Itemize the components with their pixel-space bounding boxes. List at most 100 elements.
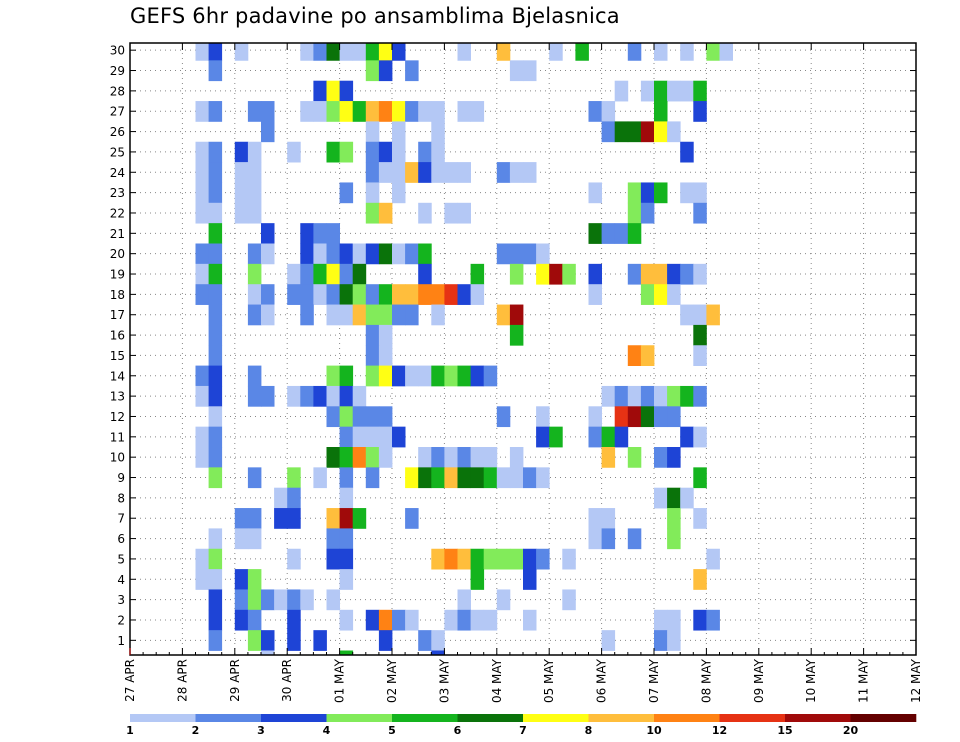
y-axis: 1234567891011121314151617181920212223242…	[110, 44, 916, 648]
heatmap-cell	[208, 60, 223, 82]
heatmap-cell	[313, 243, 327, 265]
colorbar-swatch	[392, 714, 458, 722]
heatmap-cell	[261, 101, 275, 122]
colorbar-swatch	[523, 714, 589, 722]
heatmap-cell	[208, 467, 223, 489]
heatmap-cell	[640, 182, 655, 204]
heatmap-cell	[680, 141, 694, 163]
heatmap-cell	[418, 141, 432, 163]
colorbar-label: 2	[192, 724, 200, 737]
heatmap-cell	[339, 284, 354, 305]
y-tick-label: 18	[110, 288, 125, 302]
x-tick-label: 09 MAY	[752, 658, 766, 703]
heatmap-cell	[667, 121, 681, 143]
heatmap-cell	[234, 202, 249, 224]
heatmap-cell	[287, 284, 301, 305]
heatmap-cell	[378, 304, 393, 326]
heatmap-cell	[418, 467, 432, 489]
x-tick-label: 12 MAY	[909, 658, 923, 703]
heatmap-cell	[313, 467, 327, 489]
heatmap-cell	[444, 447, 458, 468]
heatmap-cell	[365, 101, 380, 122]
heatmap-cell	[418, 284, 432, 305]
heatmap-cell	[274, 589, 288, 611]
heatmap-cell	[667, 447, 681, 468]
heatmap-cell	[693, 101, 707, 122]
heatmap-cell	[693, 569, 707, 590]
heatmap-cell	[536, 263, 550, 285]
heatmap-cell	[378, 162, 393, 183]
heatmap-cell	[261, 284, 275, 305]
heatmap-cell	[693, 609, 707, 631]
heatmap-cell	[195, 162, 209, 183]
y-tick-label: 27	[110, 105, 125, 119]
y-tick-label: 24	[110, 166, 125, 180]
heatmap-cell	[654, 263, 668, 285]
heatmap-cell	[588, 508, 602, 529]
heatmap-cell	[523, 467, 537, 489]
heatmap-cell	[365, 182, 380, 204]
heatmap-cell	[418, 101, 432, 122]
heatmap-cell	[549, 426, 563, 448]
heatmap-cell	[627, 202, 642, 224]
heatmap-cell	[640, 284, 655, 305]
heatmap-cell	[444, 284, 458, 305]
x-tick-label: 08 MAY	[699, 658, 713, 703]
heatmap-cell	[287, 589, 301, 611]
y-tick-label: 30	[110, 44, 125, 58]
colorbar-label: 8	[585, 724, 593, 737]
heatmap-cell	[208, 223, 223, 244]
heatmap-cell	[562, 589, 576, 611]
heatmap-cell	[667, 630, 681, 651]
heatmap-cell	[431, 162, 445, 183]
x-tick-label: 07 MAY	[647, 658, 661, 703]
heatmap-cell	[208, 263, 223, 285]
heatmap-cell	[195, 182, 209, 204]
heatmap-cell	[483, 467, 498, 489]
heatmap-cell	[654, 487, 668, 509]
heatmap-cell	[247, 365, 262, 387]
y-tick-label: 2	[117, 613, 125, 627]
heatmap-cell	[680, 182, 694, 204]
heatmap-cell	[313, 263, 327, 285]
heatmap-cell	[405, 508, 419, 529]
heatmap-cell	[287, 467, 301, 489]
heatmap-cell	[378, 202, 393, 224]
heatmap-cell	[247, 162, 262, 183]
heatmap-cell	[640, 202, 655, 224]
heatmap-cell	[483, 447, 498, 468]
heatmap-cell	[392, 609, 406, 631]
heatmap-cell	[654, 447, 668, 468]
heatmap-cell	[640, 345, 655, 366]
heatmap-cell	[444, 162, 458, 183]
heatmap-cell	[614, 385, 629, 407]
heatmap-cell	[208, 447, 223, 468]
heatmap-cell	[378, 345, 393, 366]
heatmap-cell	[470, 548, 485, 570]
heatmap-cell	[654, 182, 668, 204]
heatmap-cell	[208, 569, 223, 590]
heatmap-cell	[405, 609, 419, 631]
heatmap-cell	[287, 609, 301, 631]
heatmap-cell	[365, 243, 380, 265]
heatmap-cell	[470, 609, 485, 631]
heatmap-cell	[339, 548, 354, 570]
colorbar-label: 7	[519, 724, 527, 737]
heatmap-cell	[509, 304, 524, 326]
heatmap-cell	[562, 263, 576, 285]
heatmap-cell	[418, 447, 432, 468]
heatmap-cell	[680, 426, 694, 448]
y-tick-label: 1	[117, 634, 125, 648]
heatmap-cell	[247, 304, 262, 326]
heatmap-cell	[313, 101, 327, 122]
heatmap-cell	[640, 121, 655, 143]
heatmap-cell	[287, 548, 301, 570]
heatmap-cell	[614, 223, 629, 244]
heatmap-cell	[405, 284, 419, 305]
colorbar-swatch	[457, 714, 524, 722]
heatmap-cell	[601, 630, 616, 651]
heatmap-cell	[247, 263, 262, 285]
heatmap-cell	[365, 345, 380, 366]
heatmap-cell	[326, 141, 340, 163]
heatmap-cell	[352, 447, 367, 468]
